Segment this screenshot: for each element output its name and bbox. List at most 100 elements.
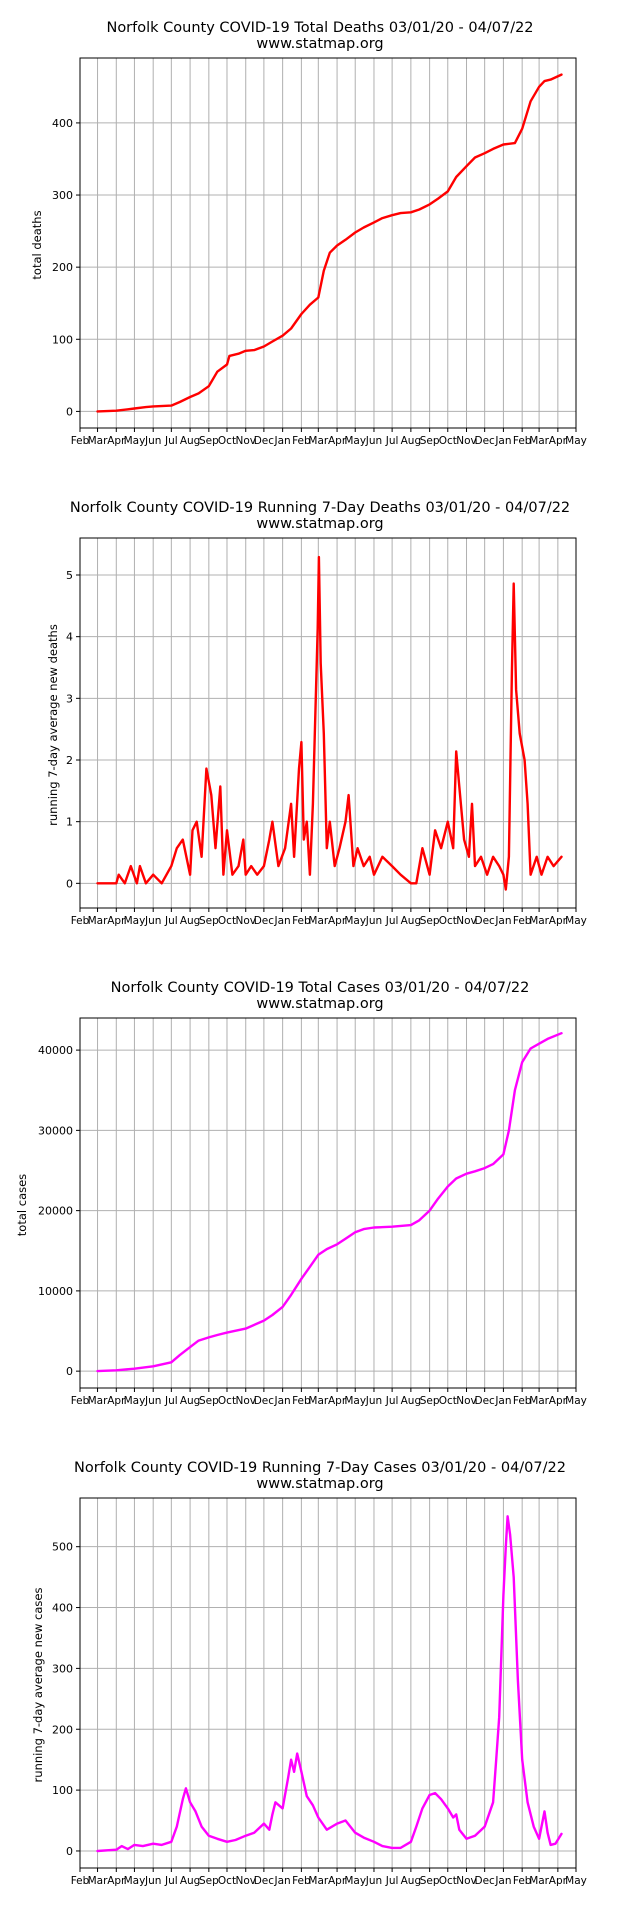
series-line: [96, 73, 563, 413]
chart-title: Norfolk County COVID-19 Total Cases 03/0…: [110, 980, 530, 996]
x-tick-label: May: [344, 435, 366, 447]
x-tick-label: Jan: [274, 1395, 291, 1407]
x-tick-label: Sep: [420, 915, 440, 927]
chart-panel-running-deaths: Norfolk County COVID-19 Running 7-Day De…: [0, 480, 640, 960]
series-line: [96, 1031, 563, 1373]
x-tick-label: May: [344, 1395, 366, 1407]
x-tick-label: Dec: [254, 435, 275, 447]
x-tick-label: Jun: [144, 435, 161, 447]
x-tick-label: Sep: [420, 1395, 440, 1407]
y-tick-label: 20000: [38, 1205, 73, 1218]
x-tick-label: Jan: [274, 1875, 291, 1887]
axes-frame: [79, 57, 577, 429]
x-tick-label: May: [124, 435, 146, 447]
x-tick-label: Apr: [107, 1395, 126, 1407]
y-tick-label: 2: [66, 754, 73, 767]
x-tick-label: Mar: [308, 1395, 328, 1407]
x-tick-label: Apr: [107, 435, 126, 447]
x-tick-label: Feb: [71, 435, 90, 447]
x-tick-label: Apr: [328, 1875, 347, 1887]
x-tick-label: Jul: [385, 915, 399, 927]
x-tick-label: Sep: [199, 1395, 219, 1407]
x-tick-label: Sep: [199, 1875, 219, 1887]
x-tick-label: Mar: [529, 1875, 549, 1887]
x-tick-label: Nov: [456, 435, 477, 447]
x-tick-label: Apr: [107, 915, 126, 927]
axes-frame: [79, 1017, 577, 1389]
y-tick-label: 100: [52, 1784, 73, 1797]
x-tick-label: May: [565, 435, 587, 447]
x-tick-label: Dec: [254, 1875, 275, 1887]
y-tick-label: 30000: [38, 1124, 73, 1137]
y-tick-label: 4: [66, 631, 73, 644]
x-tick-label: Dec: [254, 1395, 275, 1407]
x-tick-label: Nov: [456, 915, 477, 927]
x-tick-label: Aug: [180, 1395, 201, 1407]
x-tick-label: Sep: [199, 435, 219, 447]
x-tick-label: Feb: [292, 915, 311, 927]
x-tick-label: Dec: [474, 915, 495, 927]
x-tick-label: Oct: [439, 915, 457, 927]
chart-title: Norfolk County COVID-19 Running 7-Day Ca…: [74, 1460, 566, 1476]
y-tick-label: 200: [52, 261, 73, 274]
x-tick-label: Apr: [549, 1395, 568, 1407]
x-tick-label: Jun: [144, 915, 161, 927]
x-tick-label: Mar: [88, 1875, 108, 1887]
x-tick-label: Jun: [365, 1875, 382, 1887]
x-tick-label: Nov: [235, 1395, 256, 1407]
chart-subtitle: www.statmap.org: [256, 36, 384, 52]
x-tick-label: Oct: [439, 1395, 457, 1407]
x-tick-label: Jun: [144, 1395, 161, 1407]
x-tick-label: Sep: [199, 915, 219, 927]
y-tick-label: 1: [66, 816, 73, 829]
x-tick-label: Feb: [292, 435, 311, 447]
x-tick-label: Aug: [401, 435, 422, 447]
x-tick-label: Mar: [308, 915, 328, 927]
x-tick-label: Oct: [439, 435, 457, 447]
x-tick-label: Jan: [494, 435, 511, 447]
y-tick-label: 3: [66, 692, 73, 705]
y-tick-label: 0: [66, 405, 73, 418]
chart-title: Norfolk County COVID-19 Running 7-Day De…: [69, 500, 571, 516]
x-tick-label: Feb: [513, 1875, 532, 1887]
x-tick-label: Sep: [420, 435, 440, 447]
x-tick-label: Feb: [513, 1395, 532, 1407]
x-tick-label: Dec: [474, 1875, 495, 1887]
x-tick-label: Dec: [474, 1395, 495, 1407]
y-tick-label: 5: [66, 569, 73, 582]
x-tick-label: Feb: [513, 915, 532, 927]
x-tick-label: Dec: [474, 435, 495, 447]
chart-panel-running-cases: Norfolk County COVID-19 Running 7-Day Ca…: [0, 1440, 640, 1920]
x-tick-label: May: [124, 1395, 146, 1407]
x-tick-label: May: [124, 915, 146, 927]
chart-subtitle: www.statmap.org: [256, 1476, 384, 1492]
x-tick-label: Apr: [549, 915, 568, 927]
x-tick-label: Jun: [144, 1875, 161, 1887]
x-tick-label: Dec: [254, 915, 275, 927]
y-tick-label: 200: [52, 1723, 73, 1736]
x-tick-label: Aug: [401, 1395, 422, 1407]
x-tick-label: Mar: [88, 435, 108, 447]
series-line: [96, 555, 563, 891]
y-tick-label: 10000: [38, 1285, 73, 1298]
x-tick-label: Nov: [235, 435, 256, 447]
x-tick-label: Feb: [71, 1875, 90, 1887]
x-tick-label: Mar: [529, 1395, 549, 1407]
x-tick-label: Nov: [235, 915, 256, 927]
x-tick-label: Jan: [494, 1875, 511, 1887]
x-tick-label: Mar: [529, 915, 549, 927]
x-tick-label: Mar: [308, 1875, 328, 1887]
x-tick-label: May: [565, 1395, 587, 1407]
x-tick-label: Oct: [218, 1395, 236, 1407]
chart-panel-total-deaths: Norfolk County COVID-19 Total Deaths 03/…: [0, 0, 640, 480]
x-tick-label: Oct: [218, 1875, 236, 1887]
x-tick-label: Apr: [107, 1875, 126, 1887]
x-tick-label: Mar: [88, 915, 108, 927]
chart-panel-total-cases: Norfolk County COVID-19 Total Cases 03/0…: [0, 960, 640, 1440]
x-tick-label: Jan: [494, 1395, 511, 1407]
chart-title: Norfolk County COVID-19 Total Deaths 03/…: [106, 20, 534, 36]
